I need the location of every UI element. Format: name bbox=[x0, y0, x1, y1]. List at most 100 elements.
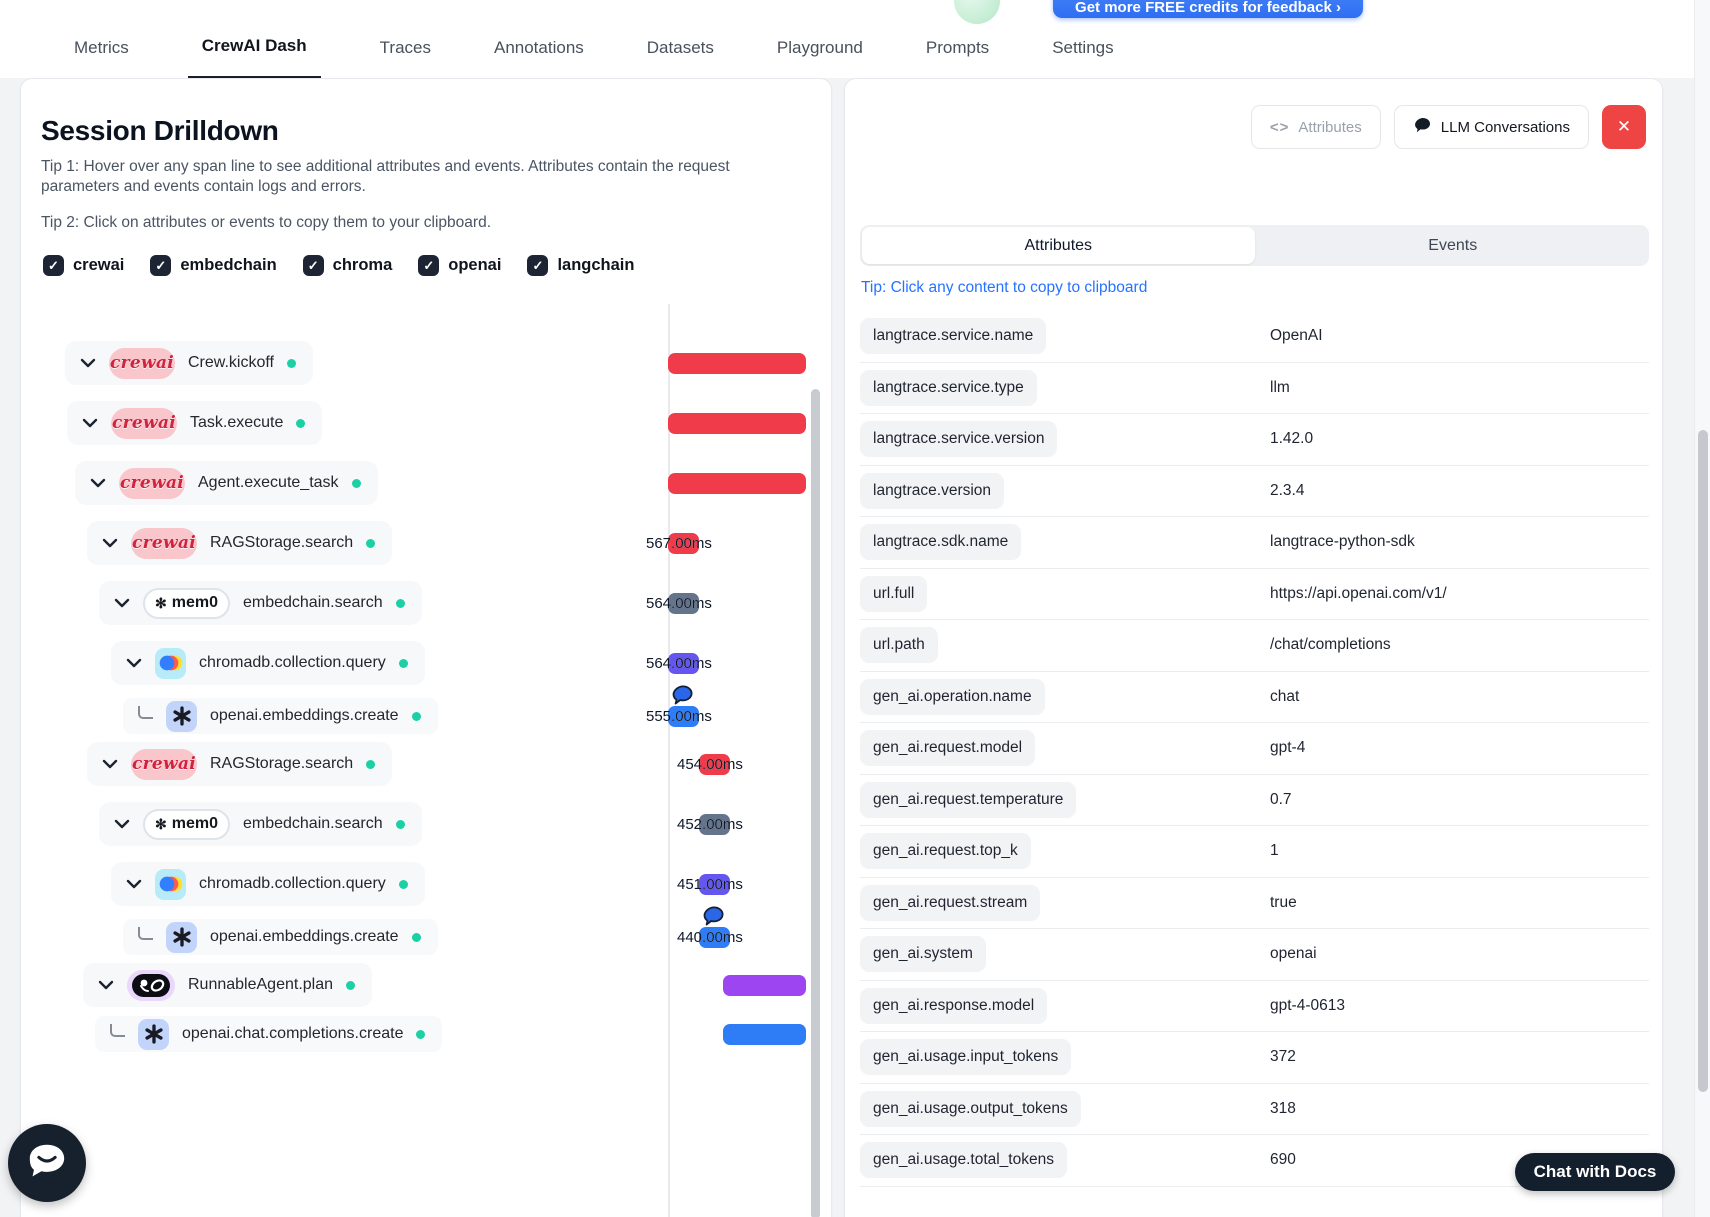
span-duration-bar[interactable]: 440.00ms bbox=[699, 926, 730, 948]
nav-tab-prompts[interactable]: Prompts bbox=[922, 38, 993, 78]
attribute-value[interactable]: 0.7 bbox=[1270, 790, 1292, 808]
attribute-value[interactable]: 1 bbox=[1270, 842, 1279, 860]
span-duration-bar[interactable]: 555.00ms bbox=[668, 705, 699, 727]
avatar[interactable] bbox=[954, 0, 1000, 24]
attribute-value[interactable]: /chat/completions bbox=[1270, 636, 1391, 654]
checkbox-checked-icon[interactable]: ✓ bbox=[302, 255, 324, 276]
tab-attributes[interactable]: Attributes bbox=[862, 227, 1255, 264]
span-pill[interactable]: RunnableAgent.plan bbox=[83, 963, 373, 1007]
attributes-view-button[interactable]: <> Attributes bbox=[1250, 105, 1381, 149]
trace-span-row[interactable]: openai.embeddings.create bbox=[21, 698, 831, 734]
attribute-key-pill[interactable]: gen_ai.usage.input_tokens bbox=[860, 1039, 1072, 1076]
attribute-value[interactable]: gpt-4 bbox=[1270, 739, 1306, 757]
span-duration-bar[interactable]: 452.00ms bbox=[699, 813, 730, 835]
span-duration-bar[interactable]: 451.00ms bbox=[699, 873, 730, 895]
attribute-key-pill[interactable]: langtrace.version bbox=[860, 472, 1005, 509]
chat-with-docs-button[interactable]: Chat with Docs bbox=[1515, 1153, 1675, 1191]
checkbox-checked-icon[interactable]: ✓ bbox=[150, 255, 172, 276]
copy-tip-link[interactable]: Tip: Click any content to copy to clipbo… bbox=[861, 279, 1148, 296]
vendor-filter-openai[interactable]: ✓ openai bbox=[418, 255, 501, 276]
attribute-value[interactable]: langtrace-python-sdk bbox=[1270, 533, 1415, 551]
attribute-value[interactable]: gpt-4-0613 bbox=[1270, 996, 1345, 1014]
vendor-filter-embedchain[interactable]: ✓ embedchain bbox=[150, 255, 277, 276]
trace-span-row[interactable]: crewai Crew.kickoff bbox=[21, 341, 831, 385]
attribute-key-pill[interactable]: gen_ai.request.top_k bbox=[860, 833, 1031, 870]
trace-span-row[interactable]: RunnableAgent.plan bbox=[21, 963, 831, 1007]
vendor-filter-langchain[interactable]: ✓ langchain bbox=[527, 255, 634, 276]
vendor-filter-crewai[interactable]: ✓ crewai bbox=[43, 255, 124, 276]
attribute-value[interactable]: 1.42.0 bbox=[1270, 430, 1314, 448]
span-pill[interactable]: ✻ mem0 embedchain.search bbox=[99, 581, 422, 625]
nav-tab-datasets[interactable]: Datasets bbox=[643, 38, 718, 78]
attribute-key-pill[interactable]: gen_ai.usage.output_tokens bbox=[860, 1090, 1081, 1127]
chat-widget-button[interactable] bbox=[8, 1124, 86, 1202]
trace-scrollbar-thumb[interactable] bbox=[811, 389, 820, 1217]
span-toggle[interactable] bbox=[90, 478, 106, 488]
span-duration-bar[interactable] bbox=[668, 352, 806, 374]
attribute-value[interactable]: 690 bbox=[1270, 1151, 1296, 1169]
span-pill[interactable]: crewai Task.execute bbox=[67, 401, 323, 445]
span-toggle[interactable] bbox=[126, 658, 142, 668]
attribute-value[interactable]: https://api.openai.com/v1/ bbox=[1270, 584, 1447, 602]
vendor-filter-chroma[interactable]: ✓ chroma bbox=[302, 255, 392, 276]
trace-span-row[interactable]: ✻ mem0 embedchain.search bbox=[21, 802, 831, 846]
nav-tab-annotations[interactable]: Annotations bbox=[490, 38, 588, 78]
trace-span-row[interactable]: ✻ mem0 embedchain.search bbox=[21, 581, 831, 625]
attribute-key-pill[interactable]: langtrace.service.name bbox=[860, 318, 1047, 355]
trace-span-row[interactable]: crewai RAGStorage.search bbox=[21, 521, 831, 565]
checkbox-checked-icon[interactable]: ✓ bbox=[527, 255, 549, 276]
span-duration-bar[interactable]: 567.00ms bbox=[668, 532, 699, 554]
span-duration-bar[interactable]: 454.00ms bbox=[699, 753, 730, 775]
span-duration-bar[interactable] bbox=[668, 412, 806, 434]
span-duration-bar[interactable]: 564.00ms bbox=[668, 652, 699, 674]
attribute-key-pill[interactable]: langtrace.service.type bbox=[860, 369, 1037, 406]
span-toggle[interactable] bbox=[114, 598, 130, 608]
span-pill[interactable]: chromadb.collection.query bbox=[111, 862, 425, 906]
trace-span-row[interactable]: crewai RAGStorage.search bbox=[21, 742, 831, 786]
nav-tab-playground[interactable]: Playground bbox=[773, 38, 867, 78]
attribute-key-pill[interactable]: url.full bbox=[860, 575, 928, 612]
span-pill[interactable]: crewai RAGStorage.search bbox=[87, 521, 393, 565]
trace-span-row[interactable]: openai.chat.completions.create bbox=[21, 1016, 831, 1052]
nav-tab-settings[interactable]: Settings bbox=[1048, 38, 1117, 78]
attribute-value[interactable]: 372 bbox=[1270, 1048, 1296, 1066]
trace-span-row[interactable]: chromadb.collection.query bbox=[21, 862, 831, 906]
span-pill[interactable]: openai.embeddings.create bbox=[123, 698, 438, 734]
attribute-value[interactable]: true bbox=[1270, 893, 1297, 911]
span-pill[interactable]: ✻ mem0 embedchain.search bbox=[99, 802, 422, 846]
span-toggle[interactable] bbox=[82, 418, 98, 428]
span-toggle[interactable] bbox=[126, 879, 142, 889]
span-toggle[interactable] bbox=[98, 980, 114, 990]
span-duration-bar[interactable]: 564.00ms bbox=[668, 592, 699, 614]
span-toggle[interactable] bbox=[102, 759, 118, 769]
span-toggle[interactable] bbox=[114, 819, 130, 829]
close-button[interactable]: ✕ bbox=[1602, 105, 1646, 149]
span-pill[interactable]: openai.embeddings.create bbox=[123, 919, 438, 955]
nav-tab-traces[interactable]: Traces bbox=[376, 38, 435, 78]
span-pill[interactable]: crewai RAGStorage.search bbox=[87, 742, 393, 786]
trace-span-row[interactable]: crewai Agent.execute_task bbox=[21, 461, 831, 505]
span-toggle[interactable] bbox=[102, 538, 118, 548]
nav-tab-crewai-dash[interactable]: CrewAI Dash bbox=[187, 36, 321, 78]
free-credits-button[interactable]: Get more FREE credits for feedback › bbox=[1053, 0, 1363, 18]
attribute-key-pill[interactable]: gen_ai.response.model bbox=[860, 987, 1048, 1024]
attribute-value[interactable]: openai bbox=[1270, 945, 1317, 963]
attribute-value[interactable]: 318 bbox=[1270, 1099, 1296, 1117]
tab-events[interactable]: Events bbox=[1428, 236, 1478, 254]
attribute-key-pill[interactable]: gen_ai.request.model bbox=[860, 730, 1036, 767]
span-duration-bar[interactable] bbox=[723, 1023, 806, 1045]
nav-tab-metrics[interactable]: Metrics bbox=[70, 38, 133, 78]
attribute-key-pill[interactable]: gen_ai.request.stream bbox=[860, 884, 1041, 921]
llm-conversations-button[interactable]: LLM Conversations bbox=[1393, 105, 1589, 149]
trace-span-row[interactable]: chromadb.collection.query bbox=[21, 641, 831, 685]
span-pill[interactable]: crewai Agent.execute_task bbox=[75, 461, 378, 505]
attribute-key-pill[interactable]: gen_ai.operation.name bbox=[860, 678, 1045, 715]
trace-span-row[interactable]: openai.embeddings.create bbox=[21, 919, 831, 955]
span-pill[interactable]: crewai Crew.kickoff bbox=[65, 341, 313, 385]
span-duration-bar[interactable] bbox=[723, 974, 806, 996]
attribute-key-pill[interactable]: gen_ai.request.temperature bbox=[860, 781, 1077, 818]
span-toggle[interactable] bbox=[80, 358, 96, 368]
attribute-value[interactable]: 2.3.4 bbox=[1270, 481, 1305, 499]
trace-span-row[interactable]: crewai Task.execute bbox=[21, 401, 831, 445]
page-scrollbar[interactable] bbox=[1694, 0, 1710, 1217]
